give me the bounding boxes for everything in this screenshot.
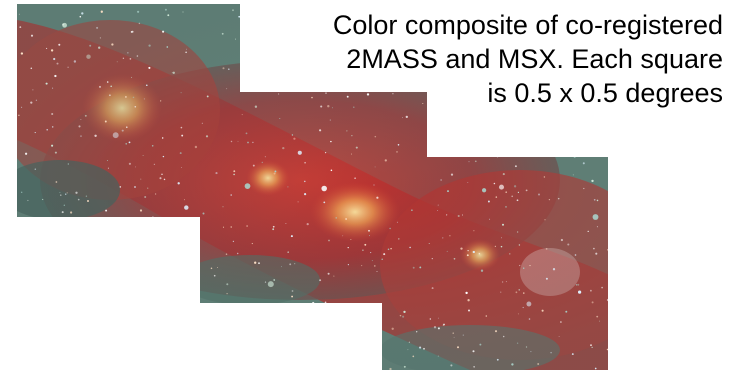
caption-line-2: 2MASS and MSX. Each square xyxy=(346,44,723,74)
caption-line-3: is 0.5 x 0.5 degrees xyxy=(487,78,723,108)
caption-line-1: Color composite of co-registered xyxy=(332,10,723,40)
image-caption: Color composite of co-registered 2MASS a… xyxy=(203,8,723,110)
